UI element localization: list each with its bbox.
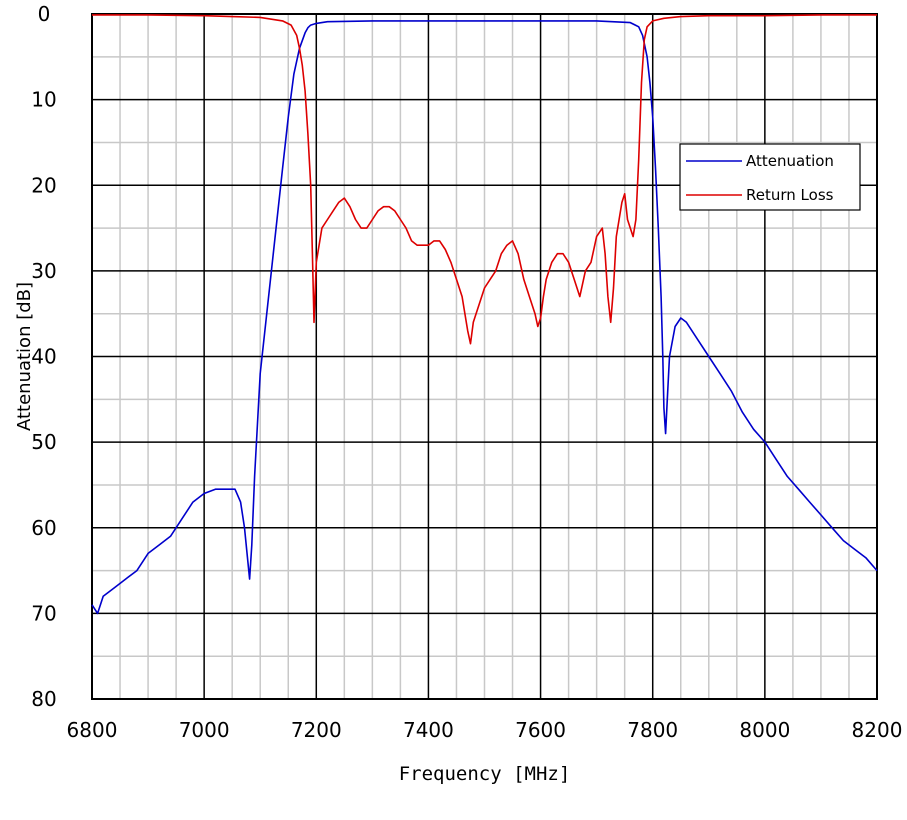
y-axis-tick-labels: 0 10 20 30 40 50 60 70 80 — [31, 2, 56, 711]
y-tick-label: 60 — [31, 516, 56, 540]
x-axis-tick-labels: 6800 7000 7200 7400 7600 7800 8000 8200 — [67, 718, 903, 742]
x-axis-title: Frequency [MHz] — [399, 763, 571, 785]
plot-area-border — [91, 13, 878, 700]
y-tick-label: 20 — [31, 173, 56, 197]
y-tick-label: 30 — [31, 259, 56, 283]
y-axis-title: Attenuation [dB] — [14, 282, 35, 431]
legend-box — [679, 143, 861, 211]
y-tick-label: 70 — [31, 601, 56, 625]
y-tick-label: 0 — [38, 2, 51, 26]
x-tick-label: 8200 — [852, 718, 903, 742]
x-tick-label: 7800 — [627, 718, 678, 742]
y-tick-label: 10 — [31, 88, 56, 112]
y-tick-label: 40 — [31, 345, 56, 369]
x-tick-label: 7200 — [291, 718, 342, 742]
series-line-return-loss — [92, 14, 877, 345]
x-tick-label: 8000 — [739, 718, 790, 742]
legend-label-return-loss: Return Loss — [746, 186, 834, 204]
y-tick-label: 50 — [31, 430, 56, 454]
x-tick-label: 7600 — [515, 718, 566, 742]
series-line-attenuation — [91, 20, 878, 615]
x-tick-label: 7000 — [179, 718, 230, 742]
y-tick-label: 80 — [31, 687, 56, 711]
x-tick-label: 7400 — [403, 718, 454, 742]
legend: Attenuation Return Loss — [679, 143, 861, 211]
legend-label-attenuation: Attenuation — [746, 152, 834, 170]
series-layer — [91, 14, 878, 615]
x-tick-label: 6800 — [67, 718, 118, 742]
